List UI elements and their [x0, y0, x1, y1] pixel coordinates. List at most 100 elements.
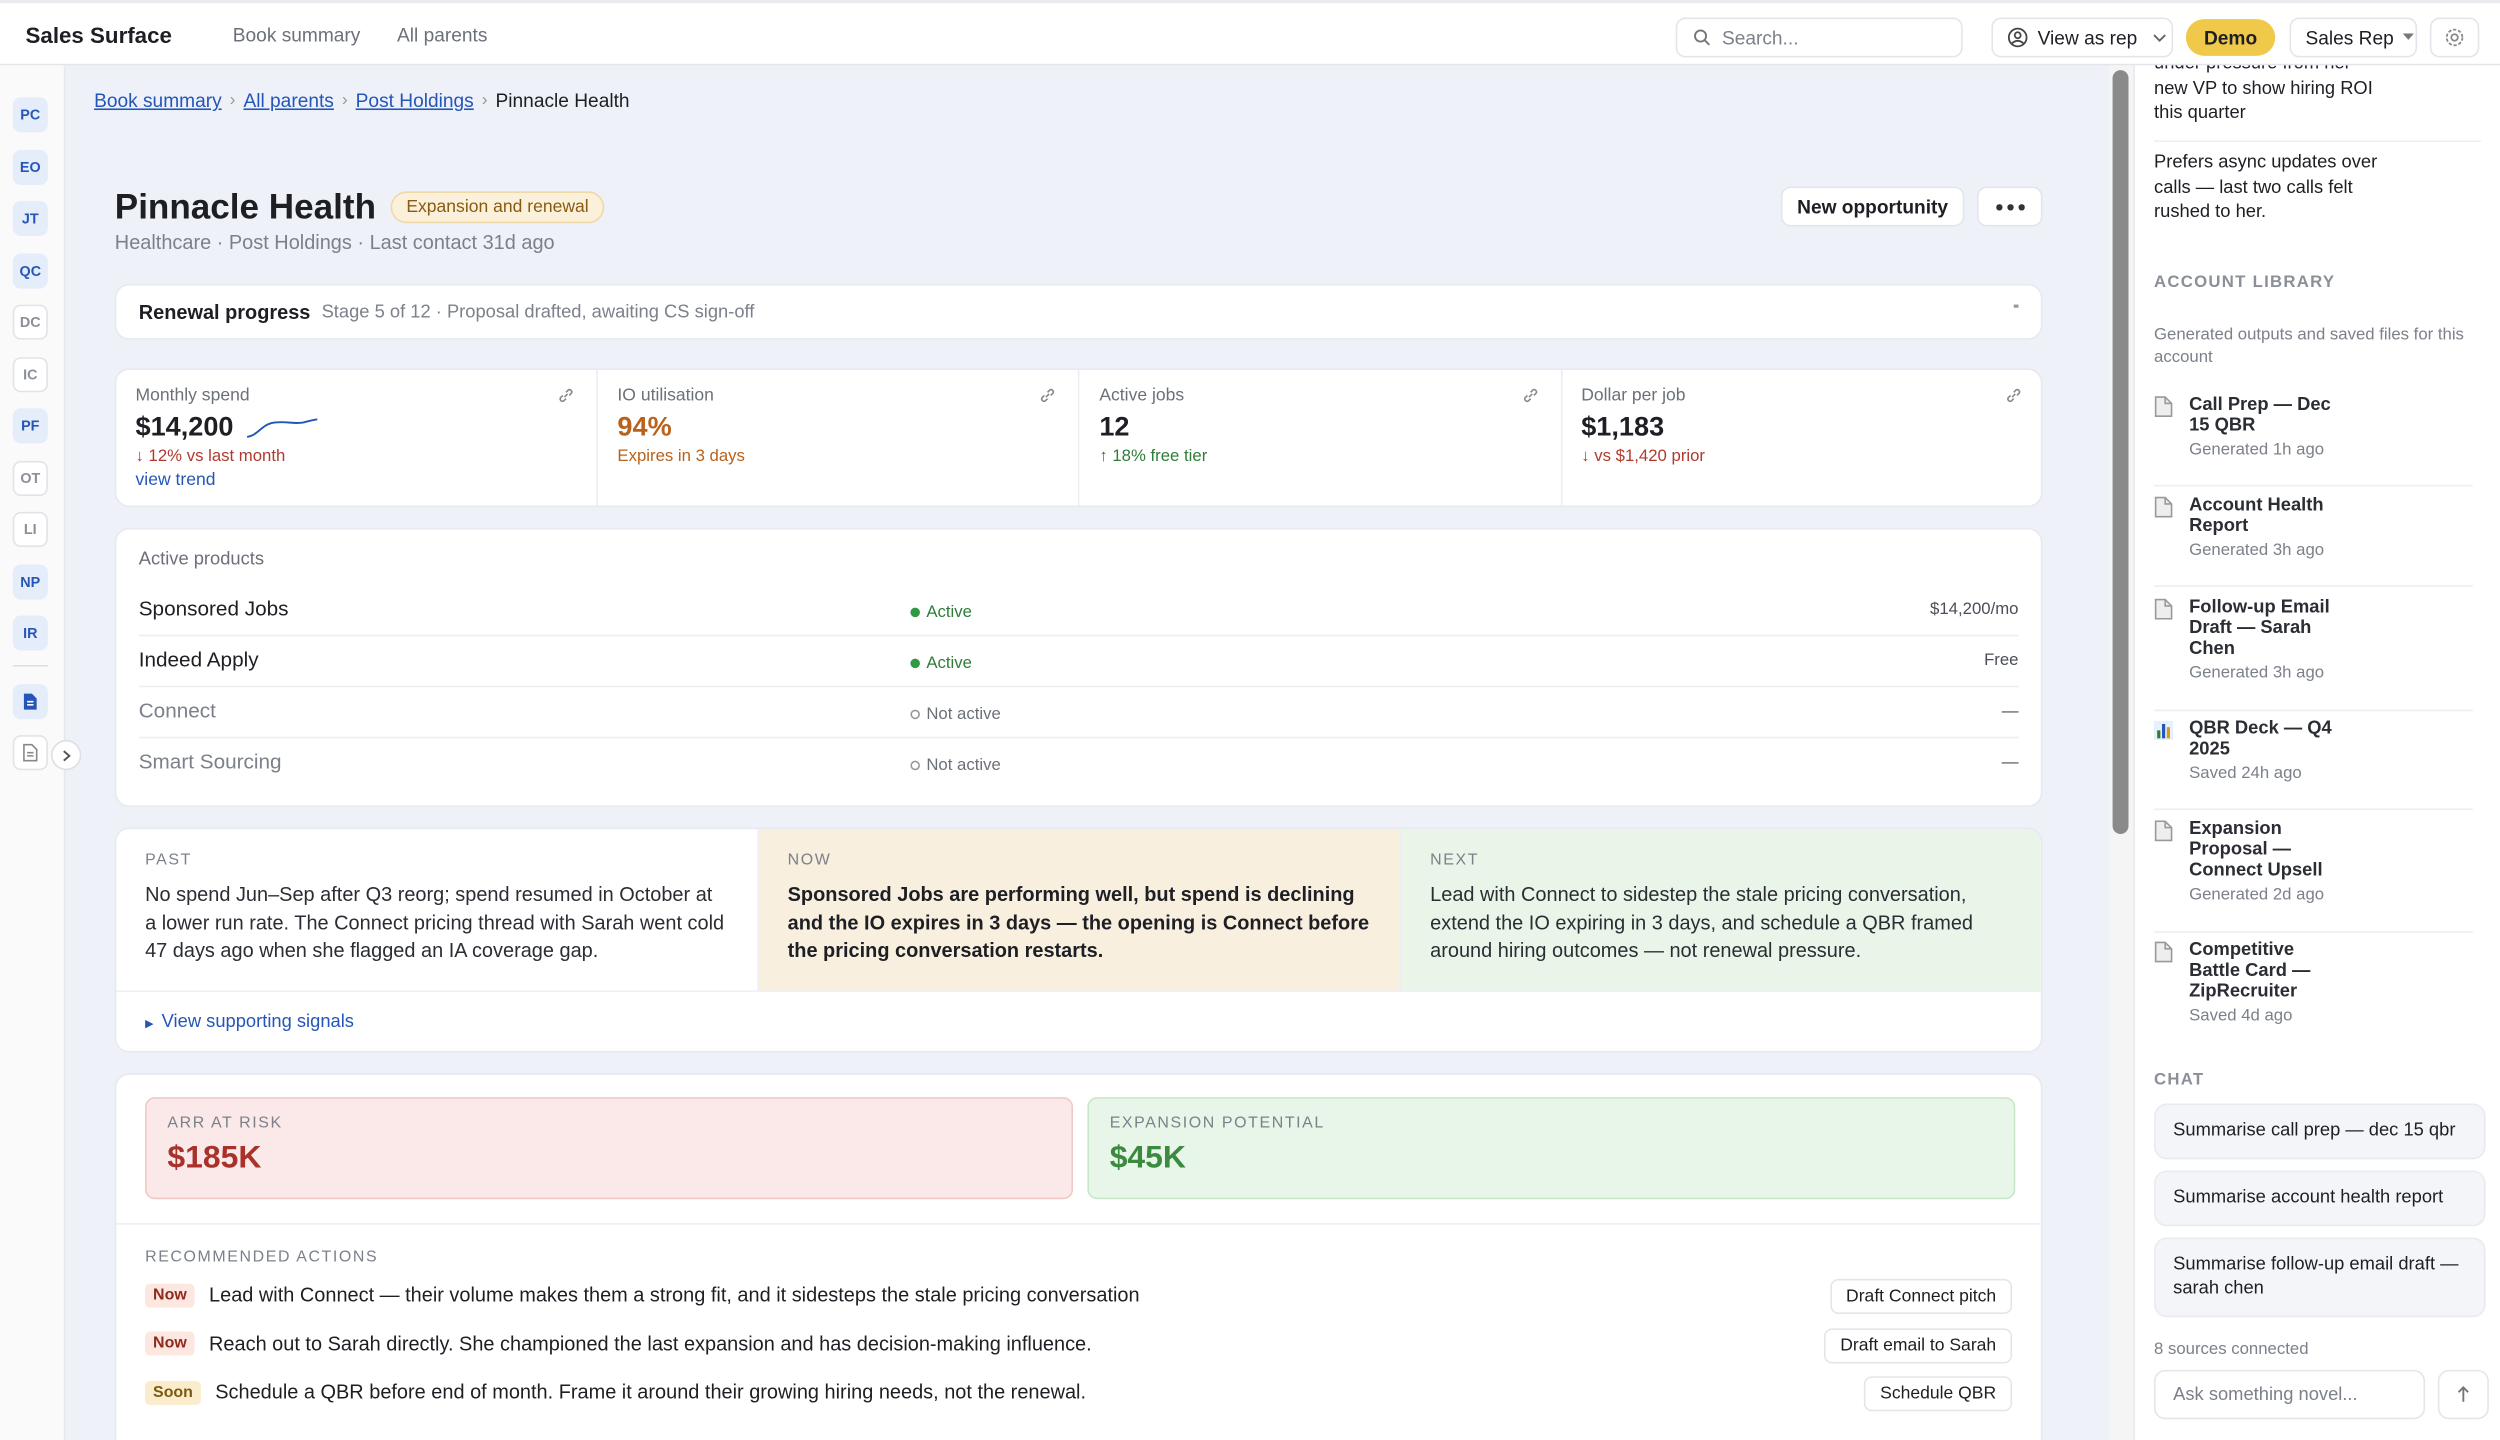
breadcrumb-current: Pinnacle Health — [495, 89, 630, 112]
settings-button[interactable] — [2429, 17, 2480, 58]
breadcrumb-link[interactable]: Book summary — [94, 89, 222, 112]
metric-label: Dollar per job — [1581, 385, 1686, 406]
account-meta: Healthcare · Post Holdings · Last contac… — [114, 231, 555, 254]
nav-link[interactable]: All parents — [397, 23, 488, 47]
divider — [116, 990, 2041, 992]
account-header: Pinnacle Health Expansion and renewal — [115, 187, 605, 228]
brand[interactable]: Sales Surface — [25, 22, 172, 48]
account-avatar[interactable]: PC — [12, 97, 48, 133]
demo-pill[interactable]: Demo — [2185, 19, 2276, 56]
column-text: Lead with Connect to sidestep the stale … — [1430, 883, 1974, 962]
files-button[interactable] — [12, 735, 48, 771]
account-avatar[interactable]: DC — [12, 304, 48, 340]
trend-link[interactable]: view trend — [135, 470, 216, 490]
library-item[interactable]: Account Health Report Generated 3h ago — [2154, 496, 2473, 587]
action-button[interactable]: Draft Connect pitch — [1830, 1278, 2013, 1315]
metric-value: 12 — [1099, 411, 1130, 442]
library-item[interactable]: Competitive Battle Card — ZipRecruiter Sa… — [2154, 940, 2473, 1025]
search-placeholder: Search... — [1721, 26, 1799, 49]
account-avatar[interactable]: JT — [12, 200, 48, 237]
scrollbar-track — [2109, 65, 2134, 1440]
metric: Monthly spend $14,200 ↓ 12% vs last month v… — [116, 369, 598, 506]
docs-button[interactable] — [12, 684, 48, 720]
action-button[interactable]: Draft email to Sarah — [1824, 1327, 2013, 1363]
account-avatar[interactable]: LI — [12, 511, 48, 547]
product-row: Indeed Apply Active Free — [138, 635, 2019, 688]
breadcrumb-link[interactable]: All parents — [243, 89, 334, 112]
library-title: Competitive Battle Card — ZipRecruiter — [2189, 940, 2311, 1002]
library-title: ACCOUNT LIBRARY — [2154, 272, 2336, 292]
supporting-signals-link[interactable]: ▶ View supporting signals — [145, 1012, 354, 1032]
column-label: NOW — [787, 851, 832, 870]
column-text: No spend Jun–Sep after Q3 reorg; spend r… — [145, 883, 725, 962]
product-name: Smart Sourcing — [138, 749, 282, 774]
send-button[interactable] — [2437, 1369, 2489, 1420]
top-bar: Sales Surface Book summary All parents S… — [0, 0, 2500, 66]
arr-label: ARR AT RISK — [167, 1114, 283, 1133]
doc-icon — [2154, 820, 2173, 842]
metric-value-row: $1,183 — [1581, 405, 2024, 443]
chat-suggestion[interactable]: Summarise account health report — [2154, 1170, 2486, 1227]
search-box[interactable]: Search... — [1675, 17, 1963, 58]
status-text: Active — [926, 602, 972, 622]
divider — [12, 664, 48, 667]
column-text: Sponsored Jobs are performing well, but … — [787, 883, 1370, 962]
action-row: Soon Schedule a QBR before end of month. … — [145, 1373, 2013, 1412]
status-text: Not active — [926, 755, 1001, 776]
progress-dot — [2013, 304, 2019, 308]
account-avatar[interactable]: IR — [12, 615, 48, 651]
library-item[interactable]: Call Prep — Dec 15 QBR Generated 1h ago — [2154, 395, 2473, 487]
breadcrumb-link[interactable]: Post Holdings — [355, 89, 474, 112]
more-button[interactable] — [1977, 186, 2043, 227]
urgency-tag: Now — [145, 1331, 195, 1356]
view-as-button[interactable]: View as rep — [1991, 17, 2174, 58]
nav-link[interactable]: Book summary — [232, 23, 361, 47]
chat-input[interactable]: Ask something novel... — [2154, 1369, 2426, 1420]
account-avatar[interactable]: IC — [12, 356, 48, 392]
new-opportunity-button[interactable]: New opportunity — [1780, 186, 1965, 227]
metric-value: 94% — [617, 411, 672, 442]
product-price: $14,200/mo — [1930, 599, 2019, 619]
chat-title: CHAT — [2154, 1070, 2205, 1090]
expand-button[interactable] — [51, 739, 82, 771]
metric-value-row: 12 — [1099, 405, 1541, 443]
action-button[interactable]: Schedule QBR — [1864, 1376, 2013, 1412]
library-title: QBR Deck — Q4 2025 — [2189, 719, 2332, 760]
link-icon — [1041, 388, 1055, 403]
renewal-card[interactable]: Renewal progress Stage 5 of 12 · Proposa… — [114, 283, 2043, 340]
arr-value: $185K — [167, 1140, 262, 1176]
caret — [2403, 33, 2415, 40]
badge: Expansion and renewal — [390, 191, 605, 224]
role-button[interactable]: Sales Rep — [2289, 17, 2418, 58]
narrative-column: NEXT Lead with Connect to sidestep the st… — [1401, 829, 2041, 991]
divider — [2154, 484, 2473, 487]
status-dot — [910, 760, 920, 771]
chat-suggestion[interactable]: Summarise call prep — dec 15 qbr — [2154, 1103, 2486, 1160]
product-row: Sponsored Jobs Active $14,200/mo — [138, 584, 2019, 637]
action-text: Schedule a QBR before end of month. Fram… — [215, 1380, 1087, 1404]
divider — [2154, 585, 2473, 587]
account-avatar[interactable]: OT — [12, 460, 48, 496]
doc-icon — [23, 693, 37, 710]
library-meta: Generated 2d ago — [2189, 885, 2325, 905]
metric-delta: Expires in 3 days — [617, 446, 745, 466]
account-avatar[interactable]: PF — [12, 408, 48, 444]
chat-suggestion[interactable]: Summarise follow-up email draft — sarah … — [2154, 1237, 2486, 1318]
account-avatar[interactable]: NP — [12, 563, 48, 599]
account-avatar[interactable]: EO — [12, 149, 48, 185]
role-label: Sales Rep — [2305, 26, 2394, 49]
metric-delta: ↓ vs $1,420 prior — [1581, 446, 1706, 466]
metric: IO utilisation 94% Expires in 3 days — [598, 369, 1080, 506]
scrollbar-thumb[interactable] — [2112, 70, 2129, 835]
divider — [2154, 931, 2473, 933]
metric-label: IO utilisation — [617, 385, 714, 406]
metric-value: $14,200 — [135, 411, 234, 442]
library-item[interactable]: QBR Deck — Q4 2025 Saved 24h ago — [2154, 719, 2473, 811]
account-avatar[interactable]: QC — [12, 252, 48, 288]
library-item[interactable]: Follow-up Email Draft — Sarah Chen Genera… — [2154, 598, 2473, 712]
breadcrumb: Book summary › All parents › Post Holdings… — [94, 89, 630, 112]
library-item[interactable]: Expansion Proposal — Connect Upsell Gener… — [2154, 820, 2473, 933]
metrics-card: Monthly spend $14,200 ↓ 12% vs last month v… — [114, 368, 2043, 508]
metric-delta: ↑ 18% free tier — [1099, 446, 1208, 466]
status-dot — [910, 658, 920, 669]
